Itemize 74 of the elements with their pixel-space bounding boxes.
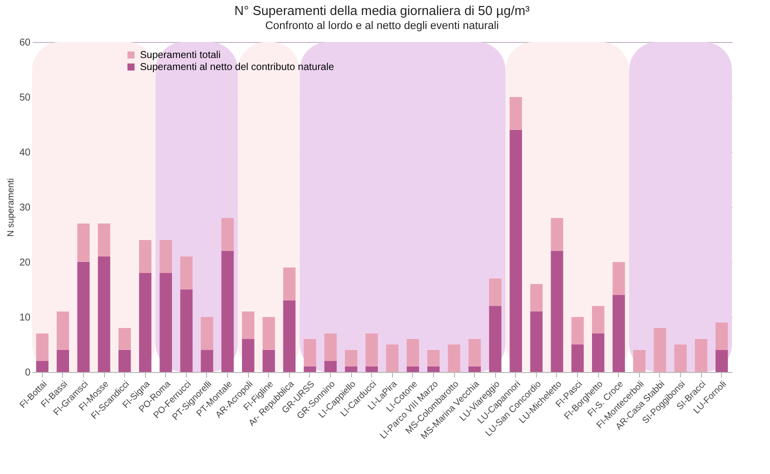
bar — [674, 344, 687, 372]
bar — [592, 334, 604, 372]
bar — [262, 350, 275, 372]
bar — [324, 334, 337, 361]
bar — [200, 350, 214, 372]
bar — [427, 350, 440, 366]
bar — [366, 334, 378, 366]
bar — [633, 350, 646, 372]
y-tick-label: 30 — [19, 202, 31, 214]
bar — [571, 344, 584, 372]
bar — [262, 317, 275, 350]
bar — [242, 312, 254, 339]
bar — [283, 300, 296, 372]
bar — [344, 366, 358, 372]
bar — [283, 268, 296, 300]
legend-label: Superamenti al netto del contributo naturale — [140, 62, 334, 73]
bar — [612, 295, 625, 372]
bar — [530, 284, 543, 312]
bar — [550, 218, 564, 251]
bar — [468, 366, 481, 372]
legend-label: Superamenti totali — [140, 50, 221, 61]
bar — [592, 306, 604, 334]
bar — [139, 240, 152, 273]
bar — [612, 262, 625, 295]
bar — [406, 366, 420, 372]
chart-title: N° Superamenti della media giornaliera di 50 µg/m³ — [234, 3, 530, 18]
bar — [139, 273, 152, 372]
bar — [489, 306, 502, 372]
bar — [36, 361, 48, 372]
bar — [118, 328, 131, 350]
bar — [510, 130, 522, 372]
bar — [180, 290, 193, 372]
bar — [489, 278, 502, 306]
bar — [56, 350, 70, 372]
y-tick-label: 0 — [24, 368, 31, 378]
bar — [716, 350, 728, 372]
bar — [180, 256, 193, 290]
bar — [221, 251, 234, 372]
bar — [324, 361, 337, 372]
bar — [571, 317, 584, 344]
bar — [550, 251, 564, 372]
y-tick-label: 60 — [19, 38, 31, 48]
bar — [56, 312, 70, 350]
bar — [304, 366, 316, 372]
y-tick-label: 40 — [19, 148, 31, 158]
y-tick-label: 50 — [19, 92, 31, 104]
bar — [77, 262, 90, 372]
bar — [98, 256, 110, 372]
bar — [427, 366, 440, 372]
bar — [160, 273, 172, 372]
bar — [221, 218, 234, 251]
bar — [386, 344, 398, 372]
chart-subtitle: Confronto al lordo e al netto degli eventi naturali — [265, 20, 499, 32]
y-tick-label: 20 — [19, 258, 31, 268]
bar — [77, 224, 90, 262]
bar — [406, 339, 420, 366]
bar — [366, 366, 378, 372]
bar — [304, 339, 316, 366]
bar — [160, 240, 172, 273]
bar — [694, 339, 708, 372]
y-tick-label: 10 — [19, 312, 31, 324]
bar — [468, 339, 481, 366]
bar — [510, 97, 522, 130]
bar — [344, 350, 358, 366]
bar — [242, 339, 254, 372]
bar — [36, 334, 48, 361]
bar — [118, 350, 131, 372]
bar — [716, 322, 728, 350]
bar — [98, 224, 110, 256]
bar — [654, 328, 666, 372]
bar — [200, 317, 214, 350]
y-axis-title: N superamenti — [5, 178, 16, 237]
bar — [530, 312, 543, 372]
bar — [448, 344, 460, 372]
